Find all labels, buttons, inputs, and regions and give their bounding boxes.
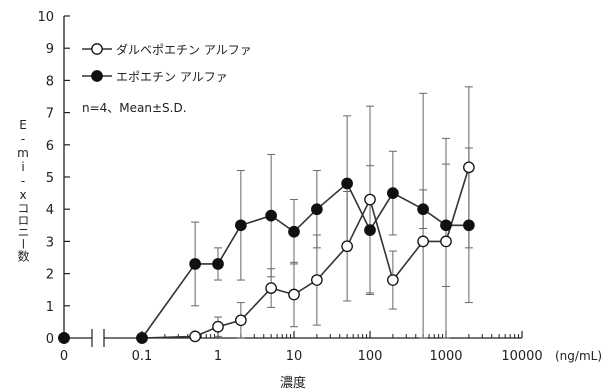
x-tick-label: 0.1 <box>132 349 153 364</box>
data-point-epoetin <box>341 177 353 190</box>
y-tick-label: 3 <box>46 235 54 250</box>
x-tick-label: 1 <box>214 349 222 364</box>
y-axis-label: E-mi-xコロニー数 <box>16 118 30 262</box>
y-tick-label: 4 <box>46 203 54 218</box>
data-point-epoetin <box>212 258 224 270</box>
y-tick-label: 0 <box>46 332 54 347</box>
data-point-darbepoetin <box>189 330 201 343</box>
data-point-epoetin <box>387 187 399 199</box>
legend-label: エポエチン アルファ <box>116 70 228 84</box>
x-tick-label: 0 <box>60 349 68 364</box>
data-point-darbepoetin <box>417 235 429 248</box>
data-point-darbepoetin <box>440 235 452 248</box>
data-point-darbepoetin <box>341 240 353 253</box>
legend-marker <box>91 70 103 82</box>
y-tick-label: 9 <box>46 42 54 57</box>
data-point-darbepoetin <box>463 161 475 174</box>
series-line-darbepoetin <box>141 167 470 339</box>
data-point-epoetin <box>136 332 148 344</box>
data-point-darbepoetin <box>288 288 300 301</box>
chart-annotation: n=4、Mean±S.D. <box>82 101 187 115</box>
data-point-darbepoetin <box>212 320 224 333</box>
data-point-darbepoetin <box>364 193 376 206</box>
data-point-darbepoetin <box>265 282 277 294</box>
data-point-epoetin <box>463 219 475 232</box>
data-point-epoetin <box>58 332 70 344</box>
x-tick-label: 10 <box>286 349 303 364</box>
y-tick-label: 10 <box>37 10 54 25</box>
x-tick-label: 1000 <box>429 349 462 364</box>
y-tick-label: 6 <box>46 139 54 154</box>
legend-label: ダルベポエチン アルファ <box>116 42 252 57</box>
y-tick-label: 5 <box>46 171 54 186</box>
y-tick-label: 2 <box>46 268 54 283</box>
data-point-epoetin <box>235 219 247 232</box>
data-point-epoetin <box>440 219 452 232</box>
data-point-darbepoetin <box>235 314 247 327</box>
x-axis-unit: (ng/mL) <box>555 349 602 363</box>
y-tick-label: 1 <box>46 300 54 315</box>
y-tick-label: 8 <box>46 74 54 89</box>
x-tick-label: 10000 <box>501 349 542 364</box>
data-point-epoetin <box>288 225 300 238</box>
data-point-darbepoetin <box>387 274 399 286</box>
legend-marker <box>91 43 103 55</box>
data-point-epoetin <box>265 209 277 222</box>
x-tick-label: 100 <box>358 349 383 364</box>
data-point-darbepoetin <box>311 274 323 286</box>
data-point-epoetin <box>417 203 429 216</box>
x-axis-label: 濃度 <box>280 375 306 391</box>
data-point-epoetin <box>189 258 201 270</box>
data-point-epoetin <box>311 203 323 216</box>
data-point-epoetin <box>364 224 376 236</box>
y-tick-label: 7 <box>46 107 54 122</box>
